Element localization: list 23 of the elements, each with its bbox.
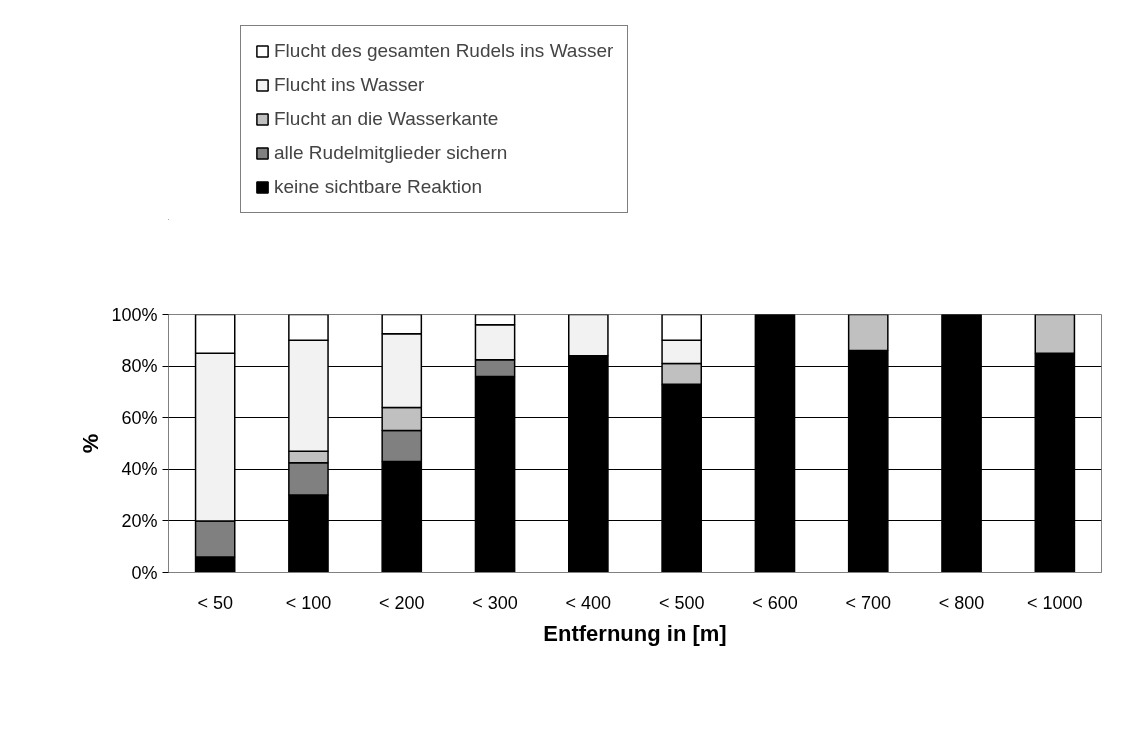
y-tick-label: 20%: [121, 510, 158, 531]
x-tick-label: < 800: [938, 592, 985, 613]
x-tick-label: < 200: [378, 592, 425, 613]
y-tick-label: 40%: [121, 459, 158, 480]
x-tick-label: < 400: [565, 592, 612, 613]
y-tick-label: 0%: [131, 562, 158, 583]
x-tick-label: < 50: [197, 592, 233, 613]
x-tick-label: < 600: [752, 592, 798, 613]
x-tick-label: < 1000: [1027, 592, 1083, 613]
legend-label: keine sichtbare Reaktion: [274, 176, 483, 198]
x-tick-label: < 500: [658, 592, 705, 613]
y-tick-label: 80%: [121, 356, 158, 377]
y-axis-title: %: [78, 433, 104, 454]
x-tick-label: < 100: [285, 592, 332, 613]
legend-label: Flucht des gesamten Rudels ins Wasser: [274, 40, 614, 62]
legend-label: alle Rudelmitglieder sichern: [274, 142, 508, 164]
x-tick-label: < 300: [472, 592, 518, 613]
x-tick-label: < 700: [845, 592, 892, 613]
legend-label: Flucht an die Wasserkante: [274, 108, 499, 130]
y-tick-label: 60%: [121, 407, 158, 428]
x-axis-title: Entfernung in [m]: [543, 620, 727, 646]
y-tick-label: 100%: [111, 304, 158, 325]
legend-label: Flucht ins Wasser: [274, 74, 425, 96]
